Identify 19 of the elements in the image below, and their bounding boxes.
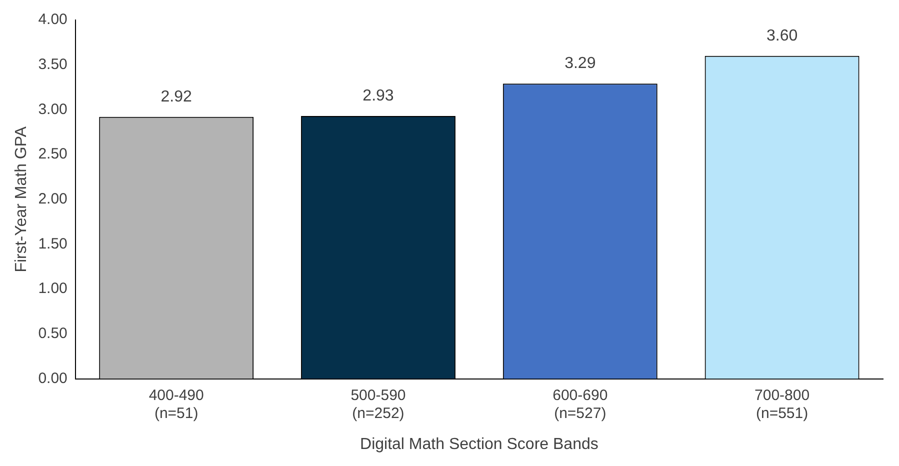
- x-tick-label: 500-590 (n=252): [350, 386, 406, 422]
- data-label: 2.92: [160, 88, 192, 106]
- y-tick-label: 3.00: [38, 100, 68, 118]
- y-axis-title: First-Year Math GPA: [13, 126, 30, 272]
- x-tick-label: 600-690 (n=527): [552, 386, 608, 422]
- y-tick-label: 4.00: [38, 11, 68, 28]
- data-label: 2.93: [362, 87, 394, 104]
- y-tick-label: 2.50: [38, 146, 68, 163]
- data-label: 3.29: [564, 55, 596, 72]
- y-tick-label: 1.00: [38, 280, 68, 298]
- x-tick-label: 400-490 (n=51): [148, 386, 204, 422]
- y-tick-label: 0.00: [38, 370, 68, 387]
- y-tick-label: 0.50: [38, 325, 68, 342]
- y-tick-label: 3.50: [38, 56, 68, 73]
- y-tick-label: 1.50: [38, 235, 68, 252]
- x-axis-title: Digital Math Section Score Bands: [360, 436, 598, 453]
- data-label: 3.60: [766, 27, 798, 44]
- y-tick-label: 2.00: [38, 190, 68, 208]
- x-tick-label: 700-800 (n=551): [754, 386, 810, 422]
